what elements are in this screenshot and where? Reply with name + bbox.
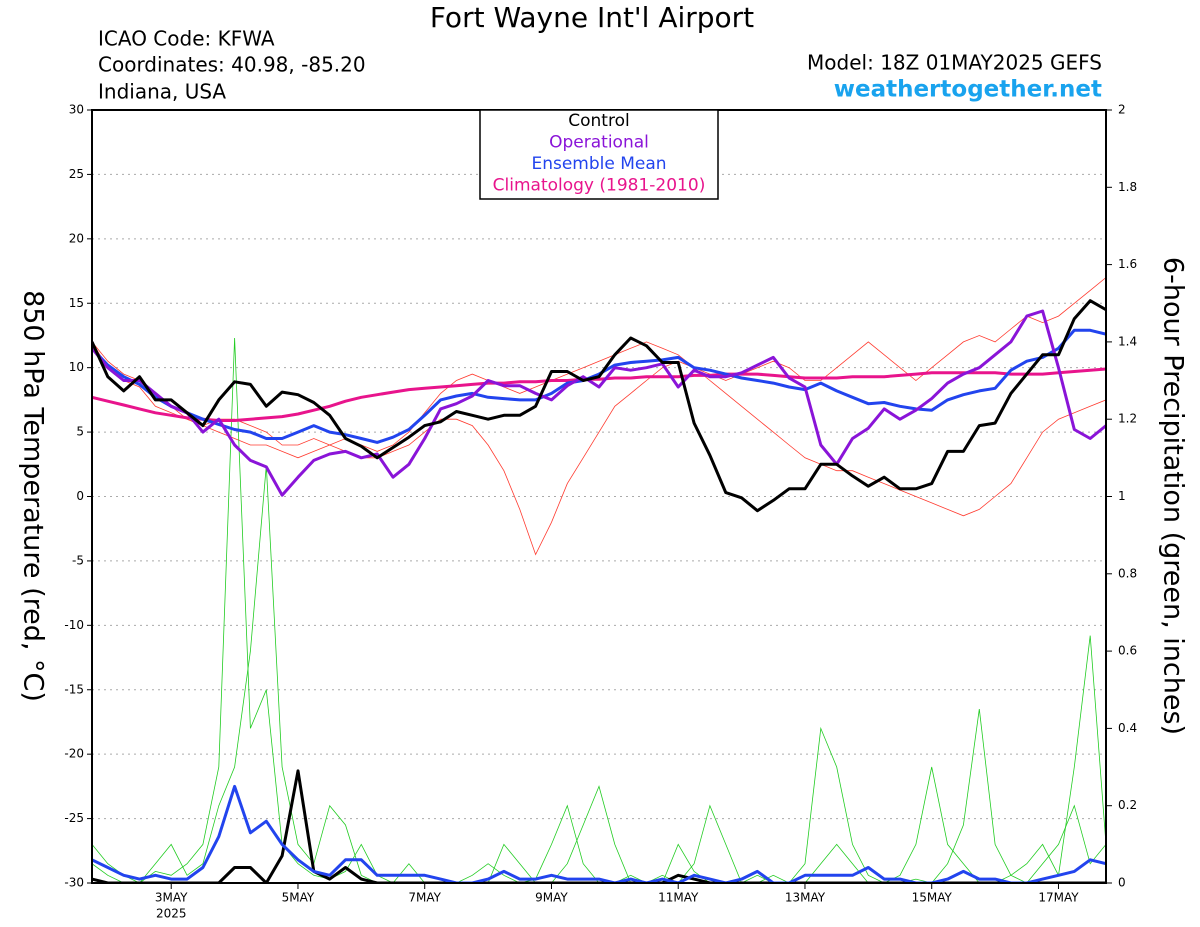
y2-tick-label: 0 bbox=[1118, 876, 1126, 890]
y2-axis-label: 6-hour Precipitation (green, inches) bbox=[1158, 257, 1189, 735]
plot-area bbox=[92, 277, 1106, 883]
series-line bbox=[92, 299, 1106, 513]
site-label: weathertogether.net bbox=[834, 77, 1102, 103]
y2-tick-label: 0.8 bbox=[1118, 566, 1137, 580]
y-tick-label: 5 bbox=[76, 425, 84, 439]
legend-entry: Control bbox=[568, 111, 629, 131]
series-line bbox=[92, 328, 1106, 444]
x-tick-label: 9MAY bbox=[535, 891, 568, 905]
legend-entry: Ensemble Mean bbox=[531, 154, 666, 174]
chart-title: Fort Wayne Int'l Airport bbox=[430, 1, 754, 34]
x-tick-label: 15MAY bbox=[912, 891, 953, 905]
y-tick-label: -20 bbox=[64, 747, 84, 761]
legend-entry: Climatology (1981-2010) bbox=[493, 176, 706, 196]
info-line: Coordinates: 40.98, -85.20 bbox=[98, 53, 366, 77]
series-line bbox=[92, 367, 1106, 422]
y-tick-label: 0 bbox=[76, 489, 84, 503]
x-tick-label: 13MAY bbox=[785, 891, 826, 905]
y2-tick-label: 0.4 bbox=[1118, 721, 1137, 735]
ensemble-member-line bbox=[92, 341, 1106, 517]
y-axis-label: 850 hPa Temperature (red, °C) bbox=[18, 290, 49, 702]
legend-box bbox=[479, 109, 719, 200]
x-tick-label: 17MAY bbox=[1038, 891, 1079, 905]
info-line: ICAO Code: KFWA bbox=[98, 27, 275, 51]
x-sublabel: 2025 bbox=[156, 907, 187, 921]
plot-frame bbox=[91, 109, 1107, 884]
legend-entry: Operational bbox=[549, 133, 649, 153]
ensemble-member-line bbox=[92, 277, 1106, 556]
x-tick-label: 5MAY bbox=[282, 891, 315, 905]
y-tick-label: 25 bbox=[69, 167, 84, 181]
y-tick-label: 15 bbox=[69, 296, 84, 310]
y2-tick-label: 2 bbox=[1118, 103, 1126, 117]
y2-tick-label: 1.6 bbox=[1118, 257, 1137, 271]
x-tick-label: 7MAY bbox=[408, 891, 441, 905]
y-tick-label: -10 bbox=[64, 618, 84, 632]
y-tick-label: 10 bbox=[69, 360, 84, 374]
series-line bbox=[92, 784, 1106, 883]
x-tick-label: 11MAY bbox=[658, 891, 699, 905]
y2-tick-label: 1.8 bbox=[1118, 180, 1137, 194]
y2-tick-label: 1.4 bbox=[1118, 334, 1137, 348]
y-tick-label: -30 bbox=[64, 876, 84, 890]
axes: 302520151050-5-10-15-20-25-3021.81.61.41… bbox=[64, 103, 1137, 921]
y-tick-label: -5 bbox=[72, 553, 84, 567]
y2-tick-label: 0.2 bbox=[1118, 798, 1137, 812]
y-tick-label: 30 bbox=[69, 103, 84, 117]
y-tick-label: -15 bbox=[64, 682, 84, 696]
y2-tick-label: 1 bbox=[1118, 489, 1126, 503]
grid bbox=[92, 109, 1106, 884]
y2-tick-label: 1.2 bbox=[1118, 412, 1137, 426]
ensemble-member-line bbox=[92, 337, 1106, 883]
y2-tick-label: 0.6 bbox=[1118, 644, 1137, 658]
ensemble-member-line bbox=[92, 465, 1106, 883]
model-label: Model: 18Z 01MAY2025 GEFS bbox=[807, 51, 1102, 75]
x-tick-label: 3MAY bbox=[155, 891, 188, 905]
series-line bbox=[92, 769, 1106, 883]
y-tick-label: 20 bbox=[69, 231, 84, 245]
y-tick-label: -25 bbox=[64, 811, 84, 825]
info-line: Indiana, USA bbox=[98, 80, 226, 104]
series-line bbox=[92, 309, 1106, 497]
